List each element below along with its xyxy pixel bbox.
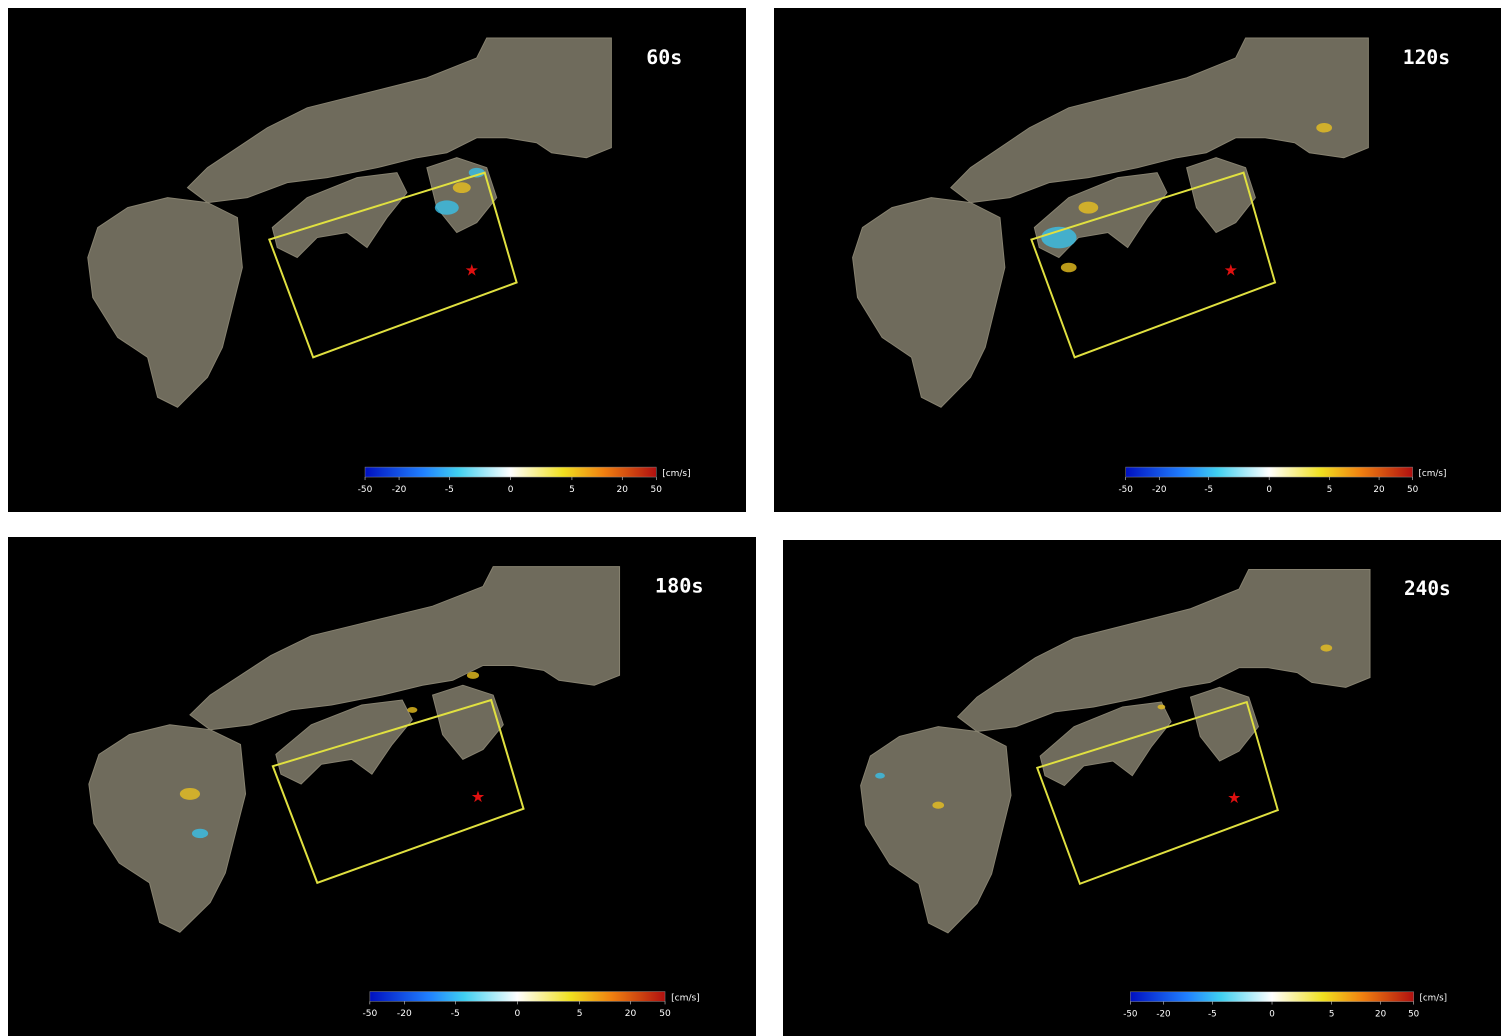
wave-patch [1316, 123, 1332, 133]
colorbar-tick-label: 0 [1266, 485, 1272, 495]
land [1187, 158, 1256, 233]
colorbar-tick-label: 5 [569, 485, 575, 495]
wave-patch [1061, 263, 1077, 273]
wave-patch [875, 773, 885, 779]
colorbar-tick-label: 20 [625, 1009, 637, 1019]
colorbar-tick-label: -50 [358, 485, 373, 495]
land [272, 173, 407, 258]
colorbar-tick-label: 20 [1373, 485, 1385, 495]
wave-patch [192, 829, 208, 838]
land [89, 725, 246, 933]
land [276, 700, 412, 784]
wave-patch [932, 802, 944, 809]
colorbar-tick-label: -5 [451, 1009, 460, 1019]
colorbar-tick-label: -50 [1118, 485, 1133, 495]
colorbar-unit: [cm/s] [671, 994, 700, 1004]
colorbar-tick-label: -50 [362, 1009, 377, 1019]
colorbar-unit: [cm/s] [1418, 469, 1446, 479]
colorbar-tick-label: 0 [508, 485, 514, 495]
time-label: 120s [1403, 46, 1450, 69]
colorbar [370, 992, 665, 1002]
colorbar-tick-label: -50 [1123, 1009, 1137, 1019]
land [433, 685, 504, 759]
colorbar-tick-label: -20 [397, 1009, 412, 1019]
epicenter: ★ [471, 787, 486, 806]
time-label: 240s [1404, 577, 1451, 600]
colorbar-tick-label: 0 [515, 1009, 521, 1019]
colorbar-tick-label: 20 [1375, 1009, 1386, 1019]
colorbar-tick-label: -5 [445, 485, 454, 495]
colorbar-tick-label: 50 [651, 485, 663, 495]
land [88, 198, 243, 408]
land [861, 727, 1011, 933]
colorbar-tick-label: 50 [659, 1009, 671, 1019]
colorbar-unit: [cm/s] [1419, 994, 1447, 1004]
wave-patch [435, 200, 459, 214]
colorbar-tick-label: 20 [617, 485, 629, 495]
colorbar-tick-label: 50 [1407, 485, 1419, 495]
colorbar-tick-label: 50 [1408, 1009, 1419, 1019]
epicenter: ★ [1224, 260, 1238, 279]
colorbar [1126, 467, 1413, 477]
colorbar [365, 467, 656, 477]
colorbar-tick-label: 0 [1269, 1009, 1275, 1019]
epicenter: ★ [465, 260, 479, 279]
time-label: 180s [655, 574, 704, 598]
wave-patch [180, 788, 200, 800]
time-label: 60s [646, 45, 682, 69]
colorbar-tick-label: -5 [1204, 485, 1213, 495]
colorbar-tick-label: -20 [1152, 485, 1167, 495]
colorbar-tick-label: -5 [1208, 1009, 1217, 1019]
colorbar-tick-label: 5 [1327, 485, 1333, 495]
colorbar-unit: [cm/s] [662, 469, 690, 479]
land [1191, 687, 1259, 761]
land [427, 158, 497, 233]
wave-patch [467, 672, 479, 679]
colorbar [1130, 992, 1413, 1002]
wave-patch [1079, 202, 1099, 214]
wave-patch [407, 707, 417, 713]
figure: ★60s-50-20-5052050[cm/s] ★120s-50-20-505… [0, 0, 1501, 1036]
colorbar-tick-label: 5 [1329, 1009, 1335, 1019]
wave-patch [1158, 705, 1166, 710]
colorbar-tick-label: -20 [392, 485, 407, 495]
colorbar-tick-label: -20 [1156, 1009, 1170, 1019]
epicenter: ★ [1227, 789, 1241, 807]
colorbar-tick-label: 5 [577, 1009, 583, 1019]
land [853, 198, 1005, 408]
wave-patch [1321, 645, 1333, 652]
wave-patch [453, 182, 471, 193]
land [1040, 702, 1171, 785]
